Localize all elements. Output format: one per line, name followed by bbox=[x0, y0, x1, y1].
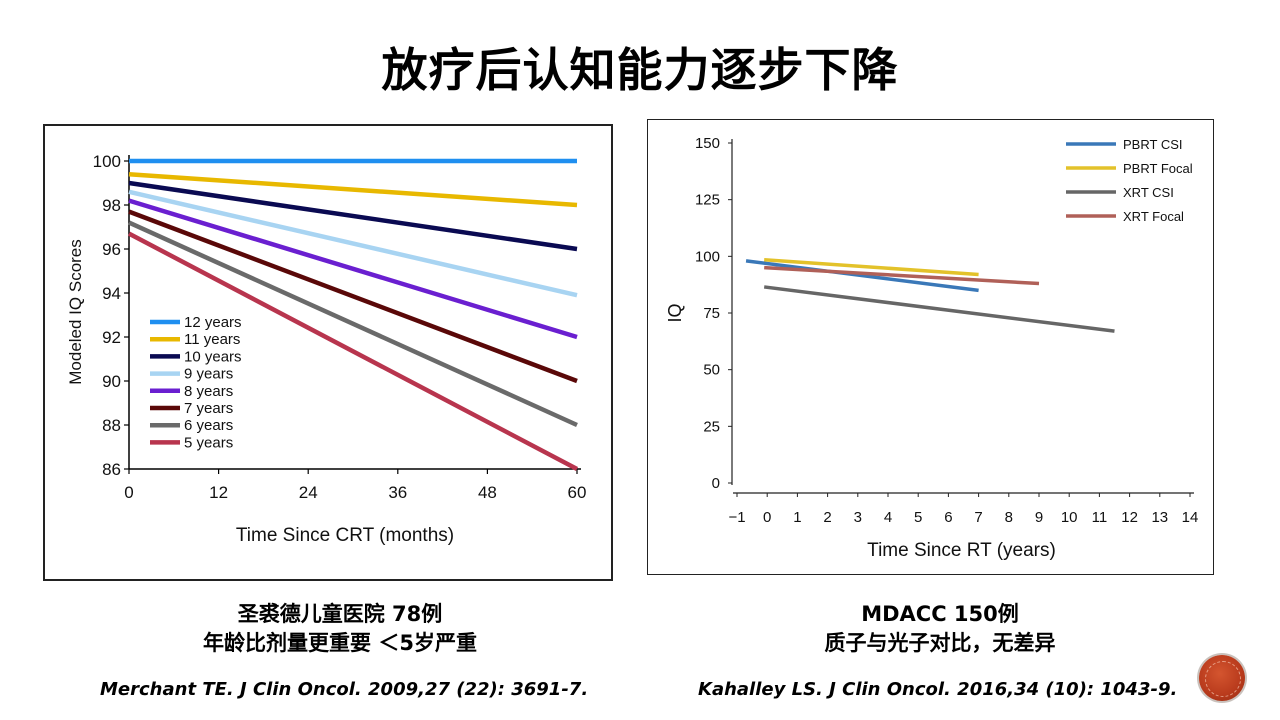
left-citation: Merchant TE. J Clin Oncol. 2009,27 (22):… bbox=[100, 679, 589, 700]
x-tick-label: 8 bbox=[1005, 509, 1013, 526]
x-tick-label: −1 bbox=[728, 509, 745, 526]
legend-label-8-years: 8 years bbox=[184, 383, 233, 400]
y-tick-label: 94 bbox=[102, 284, 121, 303]
series-line-xrt-csi bbox=[763, 285, 1115, 333]
y-tick-label: 150 bbox=[695, 135, 720, 152]
legend-label-7-years: 7 years bbox=[184, 400, 233, 417]
series-line-pbrt-csi bbox=[745, 259, 979, 293]
iq-by-age-chart-panel: 86 88 90 92 94 96 98 100 0 12 24 36 48 60 Time Since C… bbox=[43, 124, 613, 581]
iq-proton-photon-chart-panel: 0 25 50 75 100 125 150 −1 0 1 2 3 4 5 6 7 8 9 10 11 12 13 14 Ti… bbox=[647, 119, 1214, 575]
y-tick-label: 50 bbox=[703, 362, 720, 379]
x-tick-label: 11 bbox=[1092, 509, 1108, 526]
iq-by-age-chart: 86 88 90 92 94 96 98 100 0 12 24 36 48 60 Time Since C… bbox=[66, 152, 587, 546]
x-tick-label: 6 bbox=[944, 509, 952, 526]
y-axis-title: Modeled IQ Scores bbox=[66, 239, 85, 385]
y-tick-label: 98 bbox=[102, 196, 121, 215]
x-tick-label: 12 bbox=[209, 483, 228, 502]
y-tick-label: 100 bbox=[695, 248, 720, 265]
x-axis-title: Time Since RT (years) bbox=[867, 540, 1056, 561]
legend-label-6-years: 6 years bbox=[184, 417, 233, 434]
series-line-5-years bbox=[127, 231, 579, 471]
y-tick-label: 86 bbox=[102, 460, 121, 479]
series-line-10-years bbox=[128, 180, 578, 252]
y-tick-label: 88 bbox=[102, 416, 121, 435]
y-axis-title: IQ bbox=[665, 303, 685, 322]
legend-label-xrt-csi: XRT CSI bbox=[1123, 185, 1174, 200]
x-tick-label: 3 bbox=[854, 509, 862, 526]
legend-label-pbrt-focal: PBRT Focal bbox=[1123, 161, 1193, 176]
right-citation: Kahalley LS. J Clin Oncol. 2016,34 (10):… bbox=[698, 679, 1178, 700]
legend-label-10-years: 10 years bbox=[184, 348, 242, 365]
x-tick-label: 7 bbox=[974, 509, 982, 526]
x-tick-label: 12 bbox=[1121, 509, 1138, 526]
y-tick-label: 25 bbox=[703, 418, 720, 435]
legend-label-xrt-focal: XRT Focal bbox=[1123, 209, 1184, 224]
series-line-11-years bbox=[128, 171, 578, 208]
y-tick-label: 92 bbox=[102, 328, 121, 347]
x-tick-label: 10 bbox=[1061, 509, 1078, 526]
x-tick-label: 0 bbox=[763, 509, 771, 526]
x-tick-label: 9 bbox=[1035, 509, 1043, 526]
x-tick-label: 24 bbox=[299, 483, 318, 502]
y-tick-label: 96 bbox=[102, 240, 121, 259]
left-caption-line1: 圣裘德儿童医院 78例 bbox=[237, 602, 443, 626]
series-line-9-years bbox=[128, 189, 578, 298]
x-tick-label: 4 bbox=[884, 509, 892, 526]
y-tick-label: 75 bbox=[703, 305, 720, 322]
x-tick-label: 60 bbox=[568, 483, 587, 502]
legend-label-11-years: 11 years bbox=[184, 331, 240, 348]
slide-title: 放疗后认知能力逐步下降 bbox=[381, 43, 899, 97]
series-line-pbrt-focal bbox=[764, 257, 979, 277]
y-tick-label: 100 bbox=[93, 152, 121, 171]
series-line-xrt-focal bbox=[764, 265, 1040, 286]
legend-label-5-years: 5 years bbox=[184, 434, 233, 451]
y-tick-label: 125 bbox=[695, 192, 720, 209]
y-tick-label: 90 bbox=[102, 372, 121, 391]
legend-label-9-years: 9 years bbox=[184, 366, 233, 383]
x-tick-label: 36 bbox=[388, 483, 407, 502]
left-caption-line2: 年龄比剂量更重要 ＜5岁严重 bbox=[203, 631, 477, 655]
x-tick-label: 0 bbox=[124, 483, 133, 502]
hospital-seal-logo bbox=[1199, 655, 1245, 701]
right-caption-line2: 质子与光子对比，无差异 bbox=[824, 631, 1056, 655]
legend-label-12-years: 12 years bbox=[184, 314, 242, 331]
x-tick-label: 48 bbox=[478, 483, 497, 502]
right-caption-line1: MDACC 150例 bbox=[861, 602, 1019, 626]
y-tick-label: 0 bbox=[712, 475, 720, 492]
x-tick-label: 2 bbox=[823, 509, 831, 526]
x-axis-title: Time Since CRT (months) bbox=[236, 525, 454, 546]
x-tick-label: 13 bbox=[1151, 509, 1168, 526]
left-caption: 圣裘德儿童医院 78例 年龄比剂量更重要 ＜5岁严重 bbox=[110, 600, 570, 658]
x-tick-label: 1 bbox=[793, 509, 801, 526]
series-line-6-years bbox=[128, 220, 578, 428]
series-line-7-years bbox=[128, 209, 578, 384]
x-tick-label: 14 bbox=[1182, 509, 1199, 526]
series-line-8-years bbox=[128, 198, 578, 340]
legend-label-pbrt-csi: PBRT CSI bbox=[1123, 137, 1182, 152]
x-tick-label: 5 bbox=[914, 509, 922, 526]
right-caption: MDACC 150例 质子与光子对比，无差异 bbox=[710, 600, 1170, 658]
